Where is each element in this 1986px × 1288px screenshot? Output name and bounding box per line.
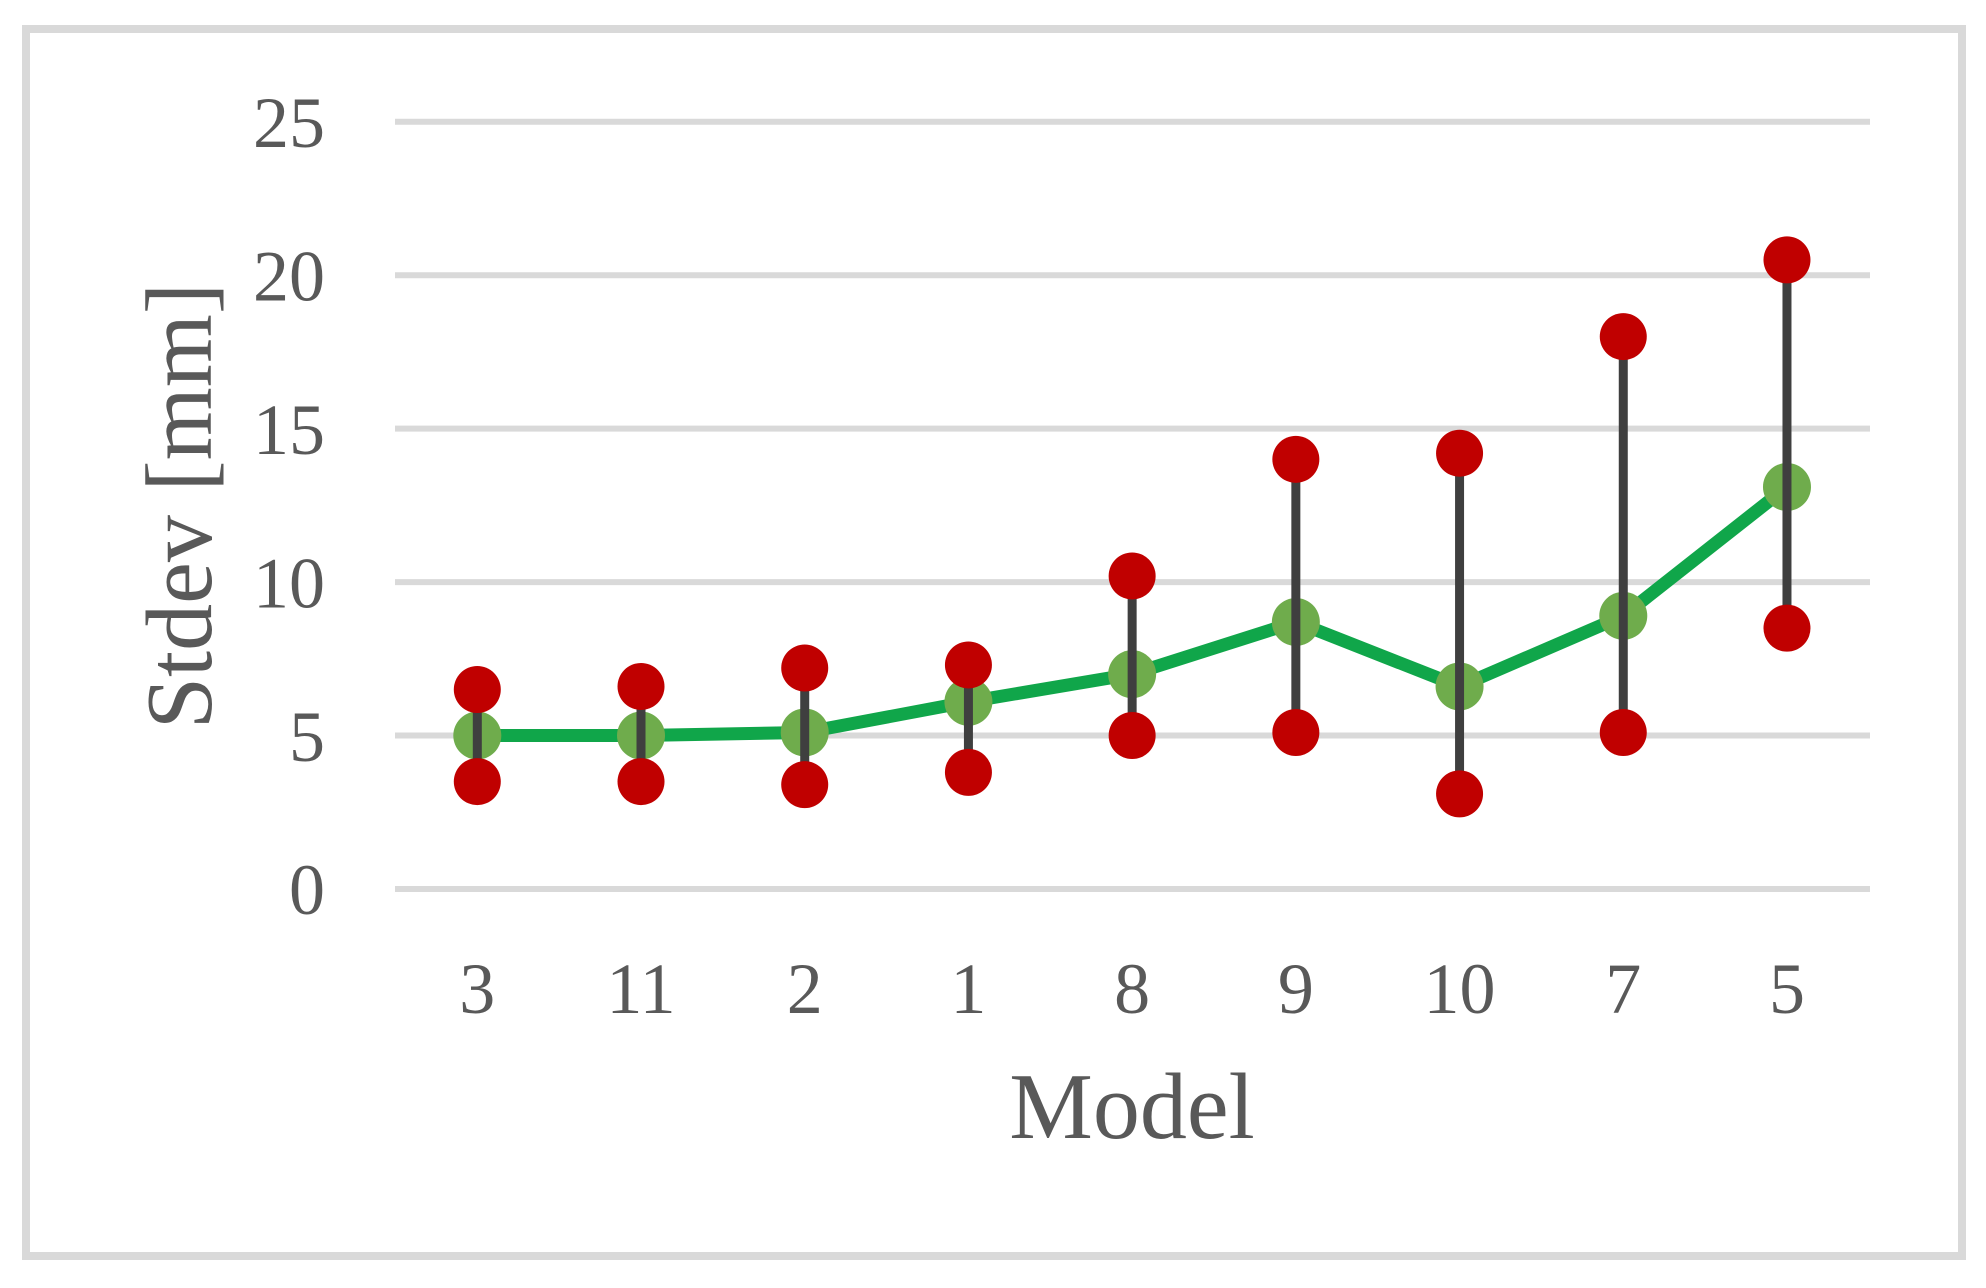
low-marker: [944, 748, 992, 796]
y-tick-label: 5: [289, 697, 325, 777]
y-tick-label: 10: [253, 543, 325, 623]
high-marker: [1763, 236, 1811, 284]
high-marker: [453, 666, 501, 714]
y-tick-label: 0: [289, 850, 325, 930]
high-marker: [617, 662, 665, 710]
low-marker: [1599, 708, 1647, 756]
high-marker: [1599, 313, 1647, 361]
x-tick-label: 11: [606, 949, 675, 1029]
high-marker: [1436, 429, 1484, 477]
high-marker: [1108, 552, 1156, 600]
x-axis-title: Model: [1009, 1055, 1254, 1159]
x-tick-label: 2: [787, 949, 823, 1029]
low-marker: [781, 761, 829, 809]
y-tick-label: 15: [253, 390, 325, 470]
high-marker: [1272, 435, 1320, 483]
low-marker: [1763, 604, 1811, 652]
x-tick-label: 10: [1424, 949, 1496, 1029]
x-tick-label: 5: [1769, 949, 1805, 1029]
high-marker: [781, 644, 829, 692]
y-tick-labels-group: 0 5 10 15 20 25: [253, 83, 325, 930]
hilo-markers-group: [453, 236, 1811, 818]
x-tick-label: 9: [1278, 949, 1314, 1029]
gridlines-group: [395, 118, 1870, 892]
y-tick-label: 20: [253, 236, 325, 316]
chart-outer-border: [22, 25, 1966, 1260]
low-marker: [1436, 770, 1484, 818]
x-tick-label: 3: [459, 949, 495, 1029]
low-marker: [617, 758, 665, 806]
x-tick-labels-group: 3 11 2 1 8 9 10 7 5: [459, 949, 1805, 1029]
low-marker: [1272, 708, 1320, 756]
low-marker: [1108, 712, 1156, 760]
x-tick-label: 1: [950, 949, 986, 1029]
x-tick-label: 7: [1605, 949, 1641, 1029]
low-marker: [453, 758, 501, 806]
high-marker: [944, 641, 992, 689]
y-axis-title: Stdev [mm]: [128, 283, 232, 729]
y-tick-label: 25: [253, 83, 325, 163]
x-tick-label: 8: [1114, 949, 1150, 1029]
